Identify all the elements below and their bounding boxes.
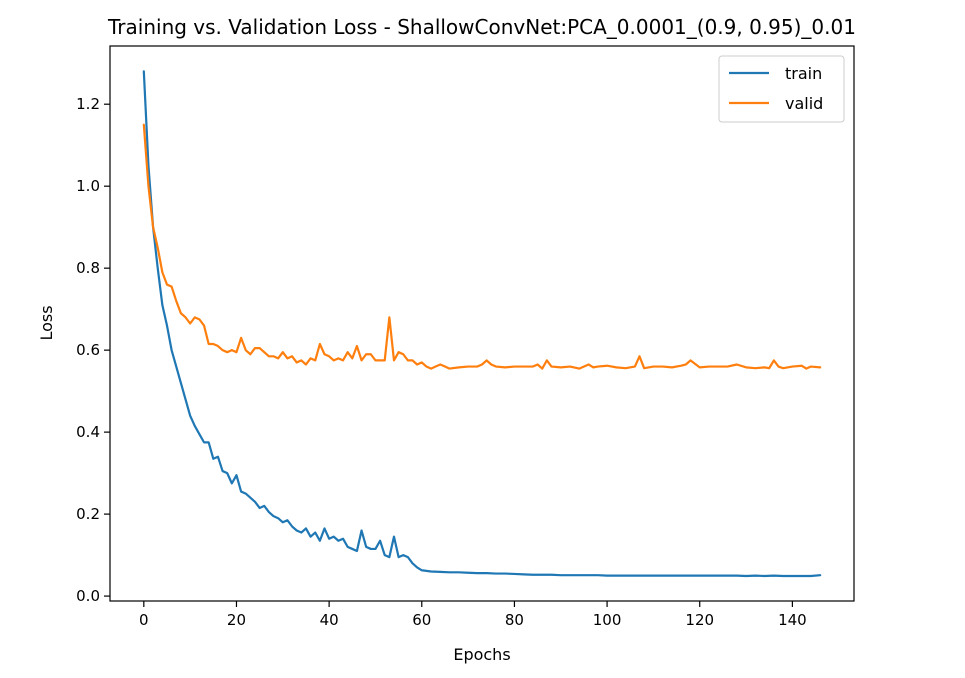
x-tick-label: 0 [139, 611, 149, 629]
x-tick-label: 100 [593, 611, 622, 629]
x-tick-label: 120 [685, 611, 714, 629]
x-tick-label: 80 [505, 611, 524, 629]
series-layer [142, 70, 822, 578]
legend-label-valid: valid [785, 94, 823, 113]
plot-frame [109, 45, 855, 602]
x-tick-label: 20 [227, 611, 246, 629]
y-tick-label: 0.0 [76, 587, 100, 605]
series-line-train [142, 70, 822, 578]
legend-box [718, 55, 845, 123]
legend: train valid [718, 55, 845, 123]
y-tick-label: 0.2 [76, 505, 100, 523]
y-tick-label: 1.2 [76, 95, 100, 113]
y-tick-label: 1.0 [76, 177, 100, 195]
legend-label-train: train [785, 64, 822, 83]
x-tick-label: 60 [412, 611, 431, 629]
x-tick-label: 40 [320, 611, 339, 629]
series-line-valid [142, 123, 822, 370]
x-tick-label: 140 [778, 611, 807, 629]
x-axis-label: Epochs [453, 645, 510, 664]
y-tick-label: 0.6 [76, 341, 100, 359]
axes: 0 20 40 60 80 100 120 140 0.0 0.2 0.4 0.6 0.8 1.0 1.2 [76, 95, 807, 629]
y-tick-label: 0.4 [76, 423, 100, 441]
y-tick-label: 0.8 [76, 259, 100, 277]
y-axis-label: Loss [37, 305, 56, 340]
chart-title: Training vs. Validation Loss - ShallowCo… [107, 15, 856, 39]
